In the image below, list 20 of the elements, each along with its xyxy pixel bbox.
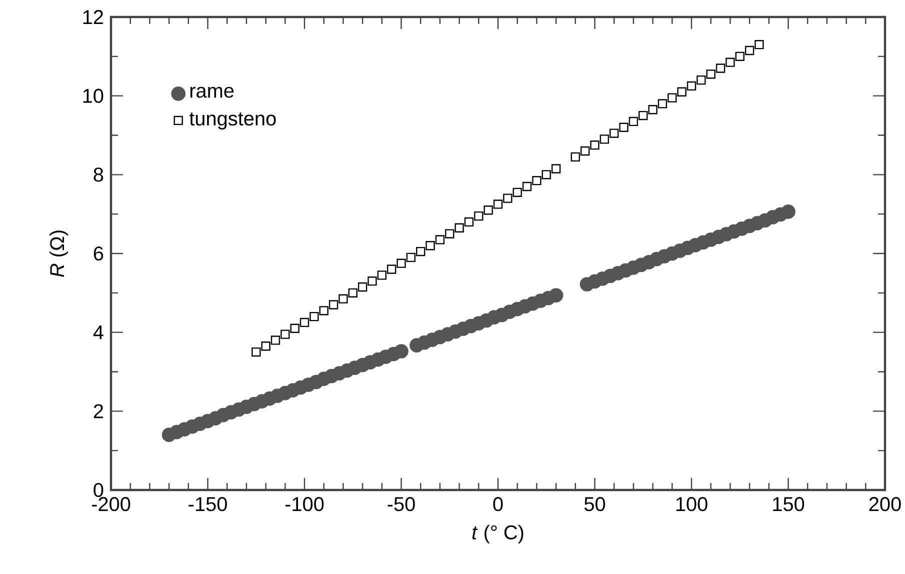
y-axis-title: R (Ω) <box>50 230 68 277</box>
legend-label: rame <box>190 86 234 98</box>
y-tick-label: 6 <box>94 246 104 261</box>
y-tick-label: 2 <box>94 404 103 418</box>
x-tick-label: 200 <box>869 497 901 512</box>
x-tick-label: -200 <box>92 497 130 512</box>
y-tick-label: 8 <box>94 168 104 182</box>
y-tick-label: 10 <box>83 88 104 103</box>
y-tick-label: 12 <box>83 10 103 24</box>
x-tick-label: -100 <box>285 497 324 512</box>
legend-label: tungsteno <box>189 112 276 130</box>
x-tick-label: 50 <box>584 497 606 512</box>
x-tick-label: -150 <box>188 497 227 512</box>
y-tick-label: 0 <box>94 482 104 498</box>
x-axis-title: t (° C) <box>472 524 524 544</box>
x-tick-label: 150 <box>773 497 804 512</box>
x-tick-label: 100 <box>676 497 708 512</box>
x-tick-label: -50 <box>388 497 415 512</box>
x-tick-label: 0 <box>493 497 503 512</box>
y-tick-label: 4 <box>93 325 104 340</box>
